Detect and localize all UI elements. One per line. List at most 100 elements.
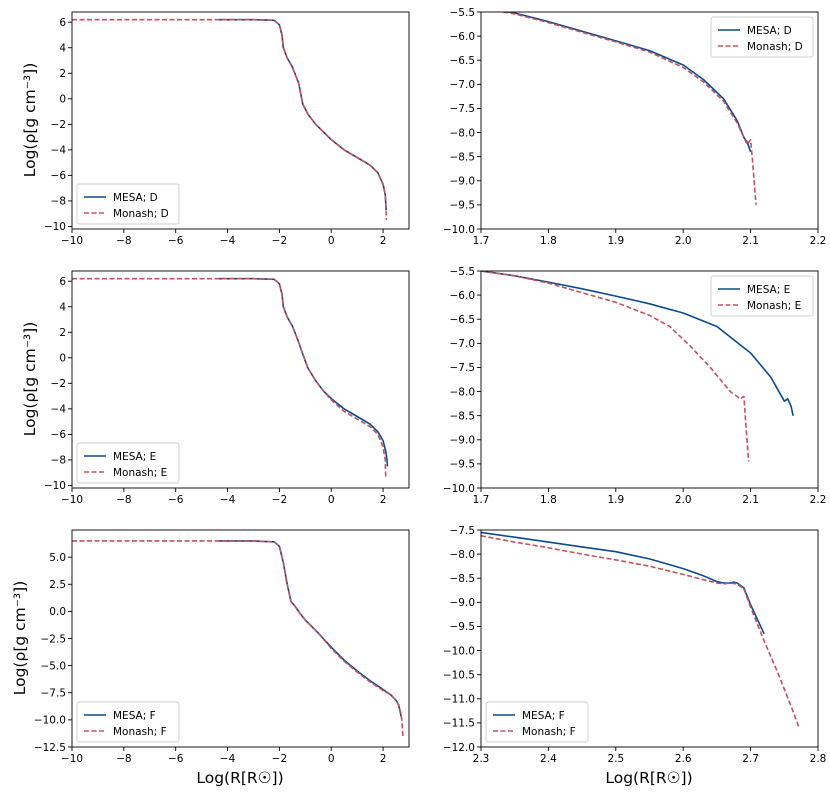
legend-label: MESA; D bbox=[113, 192, 158, 204]
axes-frame bbox=[480, 11, 819, 230]
panel-D-zoom: 1.7 1.8 1.9 2.0 2.1 2.2 −10.0 −9.5 −9.0 −8.5 −8.0 −… bbox=[443, 7, 827, 247]
y-tick-label: −9.0 bbox=[450, 176, 476, 188]
y-tick-label: 6 bbox=[59, 17, 66, 29]
series-group bbox=[481, 531, 800, 728]
x-tick-label: −8 bbox=[116, 494, 131, 506]
axes-frame bbox=[480, 529, 819, 748]
legend-label: Monash; E bbox=[113, 467, 167, 479]
panel-E-zoom: 1.7 1.8 1.9 2.0 2.1 2.2 −10.0 −9.5 −9.0 −8.5 −8.0 −… bbox=[443, 266, 827, 506]
y-tick-label: 2 bbox=[59, 68, 66, 80]
legend: MESA; E Monash; E bbox=[710, 275, 814, 317]
x-tick-label: 1.9 bbox=[607, 494, 624, 506]
x-tick-label: −4 bbox=[220, 753, 236, 765]
x-tick-label: 2.4 bbox=[540, 753, 557, 765]
panel-E-full: −10 −8 −6 −4 −2 0 2 −10 −8 −6 −4 −2 0 2 4 6 MESA; E Monas… bbox=[44, 270, 410, 506]
x-tick-label: 1.7 bbox=[473, 494, 490, 506]
series-line-monash bbox=[72, 18, 388, 221]
y-tick-label: −7.5 bbox=[450, 525, 476, 537]
x-tick-label: 2.3 bbox=[473, 753, 490, 765]
legend: MESA; F Monash; F bbox=[76, 701, 180, 743]
x-tick-label: −8 bbox=[116, 235, 131, 247]
y-tick-label: −6 bbox=[51, 429, 67, 441]
y-axis-label-row-2: Log(ρ[g cm⁻³]) bbox=[21, 322, 39, 437]
legend: MESA; D Monash; D bbox=[76, 183, 180, 225]
series-line-monash bbox=[72, 540, 404, 738]
y-tick-label: −8.5 bbox=[450, 573, 476, 585]
legend-label: MESA; F bbox=[522, 710, 565, 722]
x-tick-label: 2.1 bbox=[742, 235, 759, 247]
x-tick-label: 1.7 bbox=[473, 235, 490, 247]
y-tick-label: 4 bbox=[59, 302, 66, 314]
series-group bbox=[72, 540, 404, 738]
y-tick-label: −11.5 bbox=[443, 718, 475, 730]
y-tick-label: −10 bbox=[44, 221, 66, 233]
legend-label: MESA; E bbox=[113, 451, 156, 463]
x-tick-label: 0 bbox=[328, 753, 335, 765]
x-tick-label: 1.9 bbox=[607, 235, 624, 247]
legend: MESA; E Monash; E bbox=[76, 442, 180, 484]
y-tick-label: 4 bbox=[59, 43, 66, 55]
series-group bbox=[498, 12, 757, 205]
y-axis-label-row-1: Log(ρ[g cm⁻³]) bbox=[21, 63, 39, 178]
y-tick-label: −7.5 bbox=[450, 103, 476, 115]
legend-box bbox=[710, 275, 814, 317]
y-tick-label: −2 bbox=[51, 378, 66, 390]
y-tick-label: −8.5 bbox=[450, 151, 476, 163]
y-tick-label: −6 bbox=[51, 170, 67, 182]
y-tick-label: −5.5 bbox=[450, 266, 476, 278]
x-tick-label: 2.0 bbox=[675, 494, 692, 506]
y-tick-label: −10.0 bbox=[443, 483, 475, 495]
legend: MESA; F Monash; F bbox=[485, 701, 589, 743]
series-line-monash bbox=[72, 277, 387, 478]
series-line-mesa bbox=[218, 277, 389, 467]
x-tick-label: −8 bbox=[116, 753, 131, 765]
legend-label: Monash; D bbox=[113, 208, 169, 220]
y-tick-label: 6 bbox=[59, 276, 66, 288]
y-tick-label: −8.0 bbox=[450, 127, 476, 139]
y-tick-label: −2 bbox=[51, 119, 66, 131]
series-group bbox=[481, 271, 794, 462]
series-group bbox=[72, 18, 388, 221]
y-tick-label: −12.5 bbox=[34, 742, 66, 754]
series-line-monash bbox=[481, 535, 800, 728]
x-tick-label: −4 bbox=[220, 235, 236, 247]
y-tick-label: −6.5 bbox=[450, 55, 476, 67]
y-tick-label: 0 bbox=[59, 353, 66, 365]
x-tick-label: 2.7 bbox=[742, 753, 759, 765]
x-tick-label: −2 bbox=[272, 494, 287, 506]
y-tick-label: −9.0 bbox=[450, 597, 476, 609]
x-tick-label: 2.6 bbox=[675, 753, 692, 765]
y-tick-label: 2 bbox=[59, 327, 66, 339]
y-tick-label: −8 bbox=[51, 196, 66, 208]
legend-label: Monash; F bbox=[113, 726, 167, 738]
x-tick-label: −10 bbox=[61, 235, 83, 247]
series-group bbox=[72, 277, 389, 478]
legend-box bbox=[76, 183, 180, 225]
y-tick-label: −7.5 bbox=[41, 688, 67, 700]
x-tick-label: 1.8 bbox=[540, 235, 557, 247]
legend-label: Monash; F bbox=[522, 726, 576, 738]
y-tick-label: −11.0 bbox=[443, 694, 475, 706]
legend-label: MESA; F bbox=[113, 710, 156, 722]
y-tick-label: 0.0 bbox=[49, 606, 66, 618]
x-tick-label: 2 bbox=[380, 753, 387, 765]
y-axis-label-row-3: Log(ρ[g cm⁻³]) bbox=[11, 581, 29, 696]
y-tick-label: −10.0 bbox=[443, 645, 475, 657]
y-tick-label: −6.5 bbox=[450, 314, 476, 326]
x-tick-label: −10 bbox=[61, 494, 83, 506]
y-tick-label: 5.0 bbox=[49, 552, 66, 564]
series-line-mesa bbox=[481, 271, 794, 416]
y-tick-label: −8.0 bbox=[450, 386, 476, 398]
axes-frame bbox=[480, 270, 819, 489]
x-tick-label: −6 bbox=[168, 494, 184, 506]
legend-box bbox=[76, 442, 180, 484]
panel-D-full: −10 −8 −6 −4 −2 0 2 −10 −8 −6 −4 −2 0 2 4 6 MESA; D Monas… bbox=[44, 11, 410, 247]
x-tick-label: 1.8 bbox=[540, 494, 557, 506]
x-axis-label-left: Log(R[R☉]) bbox=[196, 769, 283, 787]
x-tick-label: 0 bbox=[328, 494, 335, 506]
y-tick-label: −9.5 bbox=[450, 459, 476, 471]
legend-label: MESA; D bbox=[747, 25, 792, 37]
y-tick-label: −7.0 bbox=[450, 338, 476, 350]
x-tick-label: 2.1 bbox=[742, 494, 759, 506]
